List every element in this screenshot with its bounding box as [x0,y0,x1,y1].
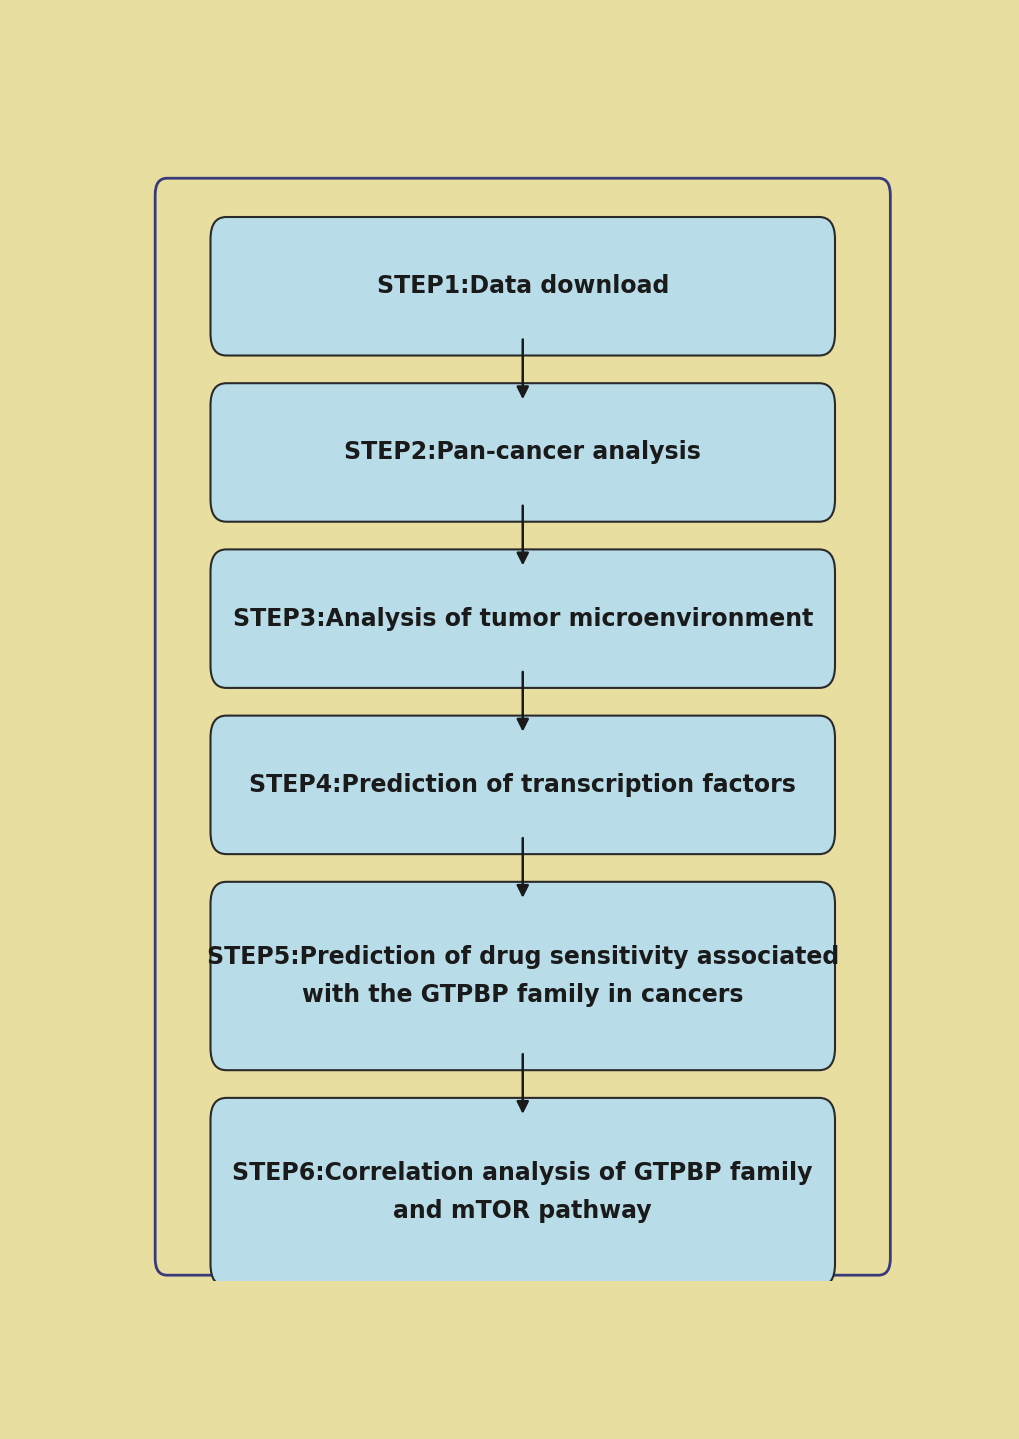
Text: STEP5:Prediction of drug sensitivity associated: STEP5:Prediction of drug sensitivity ass… [207,944,838,968]
FancyBboxPatch shape [210,383,835,522]
FancyBboxPatch shape [210,882,835,1071]
Text: STEP1:Data download: STEP1:Data download [376,275,668,298]
Text: STEP2:Pan-cancer analysis: STEP2:Pan-cancer analysis [344,440,700,465]
FancyBboxPatch shape [155,178,890,1275]
FancyBboxPatch shape [210,715,835,855]
Text: with the GTPBP family in cancers: with the GTPBP family in cancers [302,983,743,1007]
Text: STEP3:Analysis of tumor microenvironment: STEP3:Analysis of tumor microenvironment [232,607,812,630]
FancyBboxPatch shape [210,550,835,688]
Text: STEP4:Prediction of transcription factors: STEP4:Prediction of transcription factor… [249,773,796,797]
FancyBboxPatch shape [210,217,835,355]
Text: STEP6:Correlation analysis of GTPBP family: STEP6:Correlation analysis of GTPBP fami… [232,1161,812,1184]
FancyBboxPatch shape [210,1098,835,1286]
Text: and mTOR pathway: and mTOR pathway [393,1200,651,1223]
